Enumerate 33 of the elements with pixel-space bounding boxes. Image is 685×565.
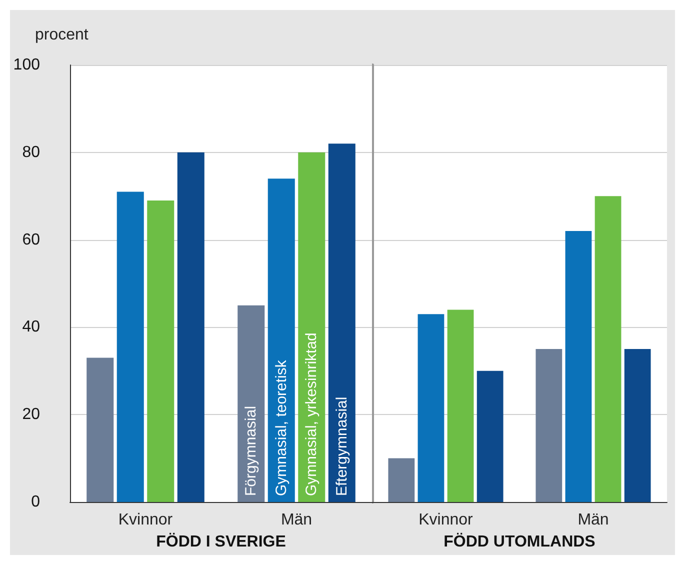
y-tick-label: 100 xyxy=(13,56,40,74)
bar xyxy=(116,192,144,502)
bar xyxy=(298,152,326,502)
series-label: Eftergymnasial xyxy=(333,396,350,496)
bar xyxy=(536,349,562,502)
bar xyxy=(328,144,356,502)
y-tick-label: 40 xyxy=(22,318,40,336)
bar xyxy=(418,314,444,502)
x-axis-title: FÖDD I SVERIGE xyxy=(156,532,286,550)
series-label: Gymnasial, yrkesinriktad xyxy=(303,332,320,496)
bar xyxy=(86,358,114,502)
bar xyxy=(388,458,415,502)
series-label: Förgymnasial xyxy=(242,406,260,496)
bar xyxy=(447,310,474,502)
y-tick-label: 0 xyxy=(31,494,40,510)
series-label: Gymnasial, teoretisk xyxy=(272,360,290,496)
y-axis-title: procent xyxy=(35,26,89,44)
bar xyxy=(177,152,204,502)
y-tick-label: 60 xyxy=(22,231,40,248)
y-tick-label: 20 xyxy=(22,406,40,424)
bar xyxy=(238,305,265,502)
x-axis-title: FÖDD UTOMLANDS xyxy=(444,532,596,550)
x-tick-label: Kvinnor xyxy=(118,512,174,528)
bar xyxy=(147,200,174,502)
bar xyxy=(268,178,295,502)
x-tick-label: Män xyxy=(578,512,609,528)
x-tick-label: Män xyxy=(280,512,312,528)
y-tick-label: 80 xyxy=(22,144,40,161)
bar xyxy=(565,231,592,502)
bar xyxy=(476,370,504,502)
x-tick-label: Kvinnor xyxy=(418,512,474,528)
bar xyxy=(624,349,651,502)
bar xyxy=(594,196,622,502)
